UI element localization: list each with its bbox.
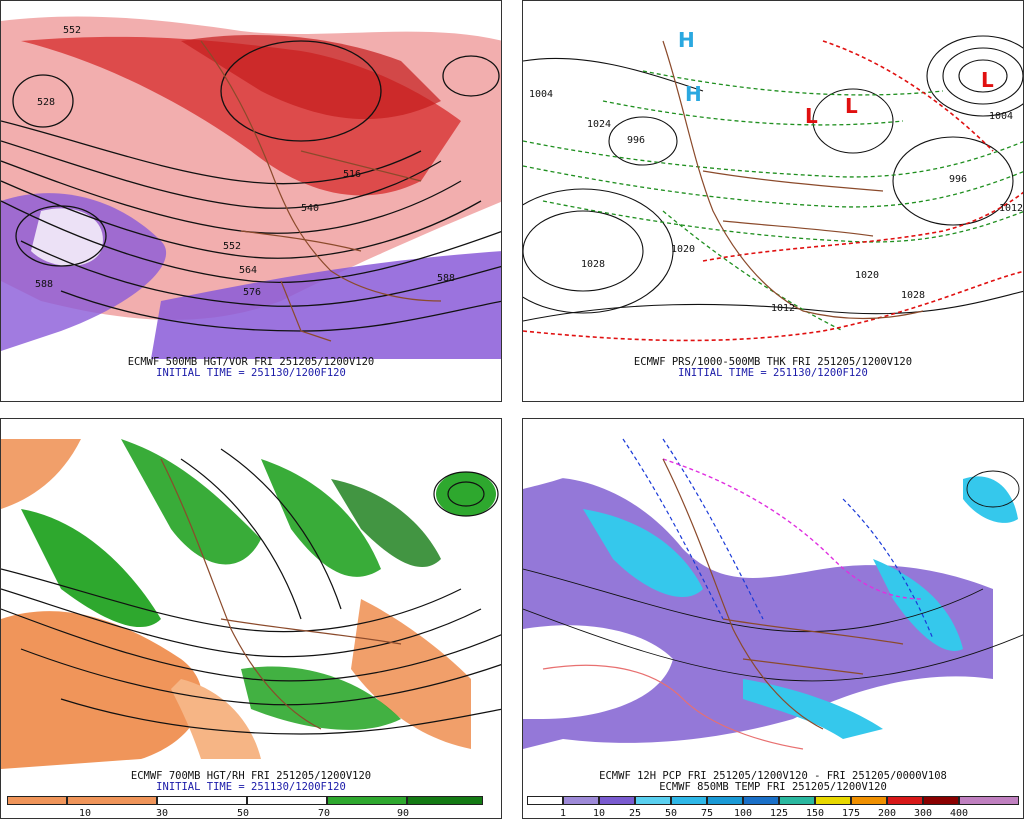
contour-label: 564	[239, 265, 257, 276]
high-pressure-marker: H	[678, 28, 695, 52]
panel-title: ECMWF PRS/1000-500MB THK FRI 251205/1200…	[633, 356, 913, 368]
colorbar-segment	[779, 796, 815, 805]
colorbar-label: 50	[236, 808, 250, 819]
contour-label: 996	[627, 135, 645, 146]
colorbar-label: 1	[559, 808, 567, 819]
map-700mb	[1, 431, 501, 775]
panel-prs-thk: 1004 1024 1012 1028 1020 1020 996 996 10…	[522, 0, 1024, 402]
contour-label: 1012	[999, 203, 1023, 214]
colorbar-label: 25	[628, 808, 642, 819]
contour-label: 1020	[671, 244, 695, 255]
colorbar-segment	[959, 796, 1019, 805]
contour-label: 1004	[529, 89, 553, 100]
colorbar-label: 90	[396, 808, 410, 819]
colorbar-label: 100	[733, 808, 753, 819]
pcp-colorbar: 1 10 25 50 75 100 125 150 175 200 300 40…	[527, 796, 1019, 818]
colorbar-segment	[327, 796, 407, 805]
panel-title: ECMWF 700MB HGT/RH FRI 251205/1200V120	[130, 770, 372, 782]
colorbar-segment	[157, 796, 247, 805]
contour-label: 576	[243, 287, 261, 298]
contour-label: 1028	[581, 259, 605, 270]
contour-label: 1024	[587, 119, 611, 130]
rh-colorbar: 10 30 50 70 90	[7, 796, 483, 818]
low-pressure-marker: L	[845, 94, 858, 118]
panel-subtitle: ECMWF 850MB TEMP FRI 251205/1200V120	[659, 781, 887, 793]
colorbar-label: 175	[841, 808, 861, 819]
panel-initial-time: INITIAL TIME = 251130/1200F120	[156, 367, 346, 379]
colorbar-label: 200	[877, 808, 897, 819]
colorbar-label: 400	[949, 808, 969, 819]
colorbar-segment	[67, 796, 157, 805]
colorbar-segment	[887, 796, 923, 805]
colorbar-segment	[851, 796, 887, 805]
low-pressure-marker: L	[981, 68, 994, 92]
colorbar-label: 300	[913, 808, 933, 819]
colorbar-segment	[599, 796, 635, 805]
panel-initial-time: INITIAL TIME = 251130/1200F120	[678, 367, 868, 379]
colorbar-segment	[635, 796, 671, 805]
contour-label: 528	[37, 97, 55, 108]
panel-title: ECMWF 500MB HGT/VOR FRI 251205/1200V120	[127, 356, 375, 368]
colorbar-label: 30	[155, 808, 169, 819]
panel-pcp-temp: ECMWF 12H PCP FRI 251205/1200V120 - FRI …	[522, 418, 1024, 819]
colorbar-segment	[407, 796, 483, 805]
colorbar-label: 150	[805, 808, 825, 819]
colorbar-segment	[563, 796, 599, 805]
colorbar-segment	[707, 796, 743, 805]
panel-700mb-hgt-rh: ECMWF 700MB HGT/RH FRI 251205/1200V120 I…	[0, 418, 502, 819]
colorbar-label: 125	[769, 808, 789, 819]
map-pcp-temp	[523, 431, 1023, 775]
colorbar-label: 70	[317, 808, 331, 819]
contour-label: 552	[63, 25, 81, 36]
contour-label: 1020	[855, 270, 879, 281]
colorbar-label: 10	[78, 808, 92, 819]
contour-label: 996	[949, 174, 967, 185]
colorbar-label: 50	[664, 808, 678, 819]
contour-label: 1012	[771, 303, 795, 314]
contour-label: 540	[301, 203, 319, 214]
colorbar-label: 10	[592, 808, 606, 819]
colorbar-segment	[247, 796, 327, 805]
map-500mb: 552 516 528 540 552 564 576 588 588	[1, 13, 501, 359]
high-pressure-marker: H	[685, 82, 702, 106]
colorbar-segment	[527, 796, 563, 805]
panel-500mb-hgt-vor: 552 516 528 540 552 564 576 588 588 ECMW…	[0, 0, 502, 402]
colorbar-segment	[923, 796, 959, 805]
panel-initial-time: INITIAL TIME = 251130/1200F120	[156, 781, 346, 793]
panel-title: ECMWF 12H PCP FRI 251205/1200V120 - FRI …	[599, 770, 947, 782]
colorbar-segment	[671, 796, 707, 805]
low-pressure-marker: L	[805, 104, 818, 128]
contour-label: 1028	[901, 290, 925, 301]
contour-label: 516	[343, 169, 361, 180]
contour-label: 552	[223, 241, 241, 252]
colorbar-segment	[815, 796, 851, 805]
colorbar-segment	[743, 796, 779, 805]
colorbar-label: 75	[700, 808, 714, 819]
map-prs-thk: 1004 1024 1012 1028 1020 1020 996 996 10…	[523, 13, 1023, 359]
contour-label: 588	[35, 279, 53, 290]
contour-label: 1004	[989, 111, 1013, 122]
colorbar-segment	[7, 796, 67, 805]
contour-label: 588	[437, 273, 455, 284]
